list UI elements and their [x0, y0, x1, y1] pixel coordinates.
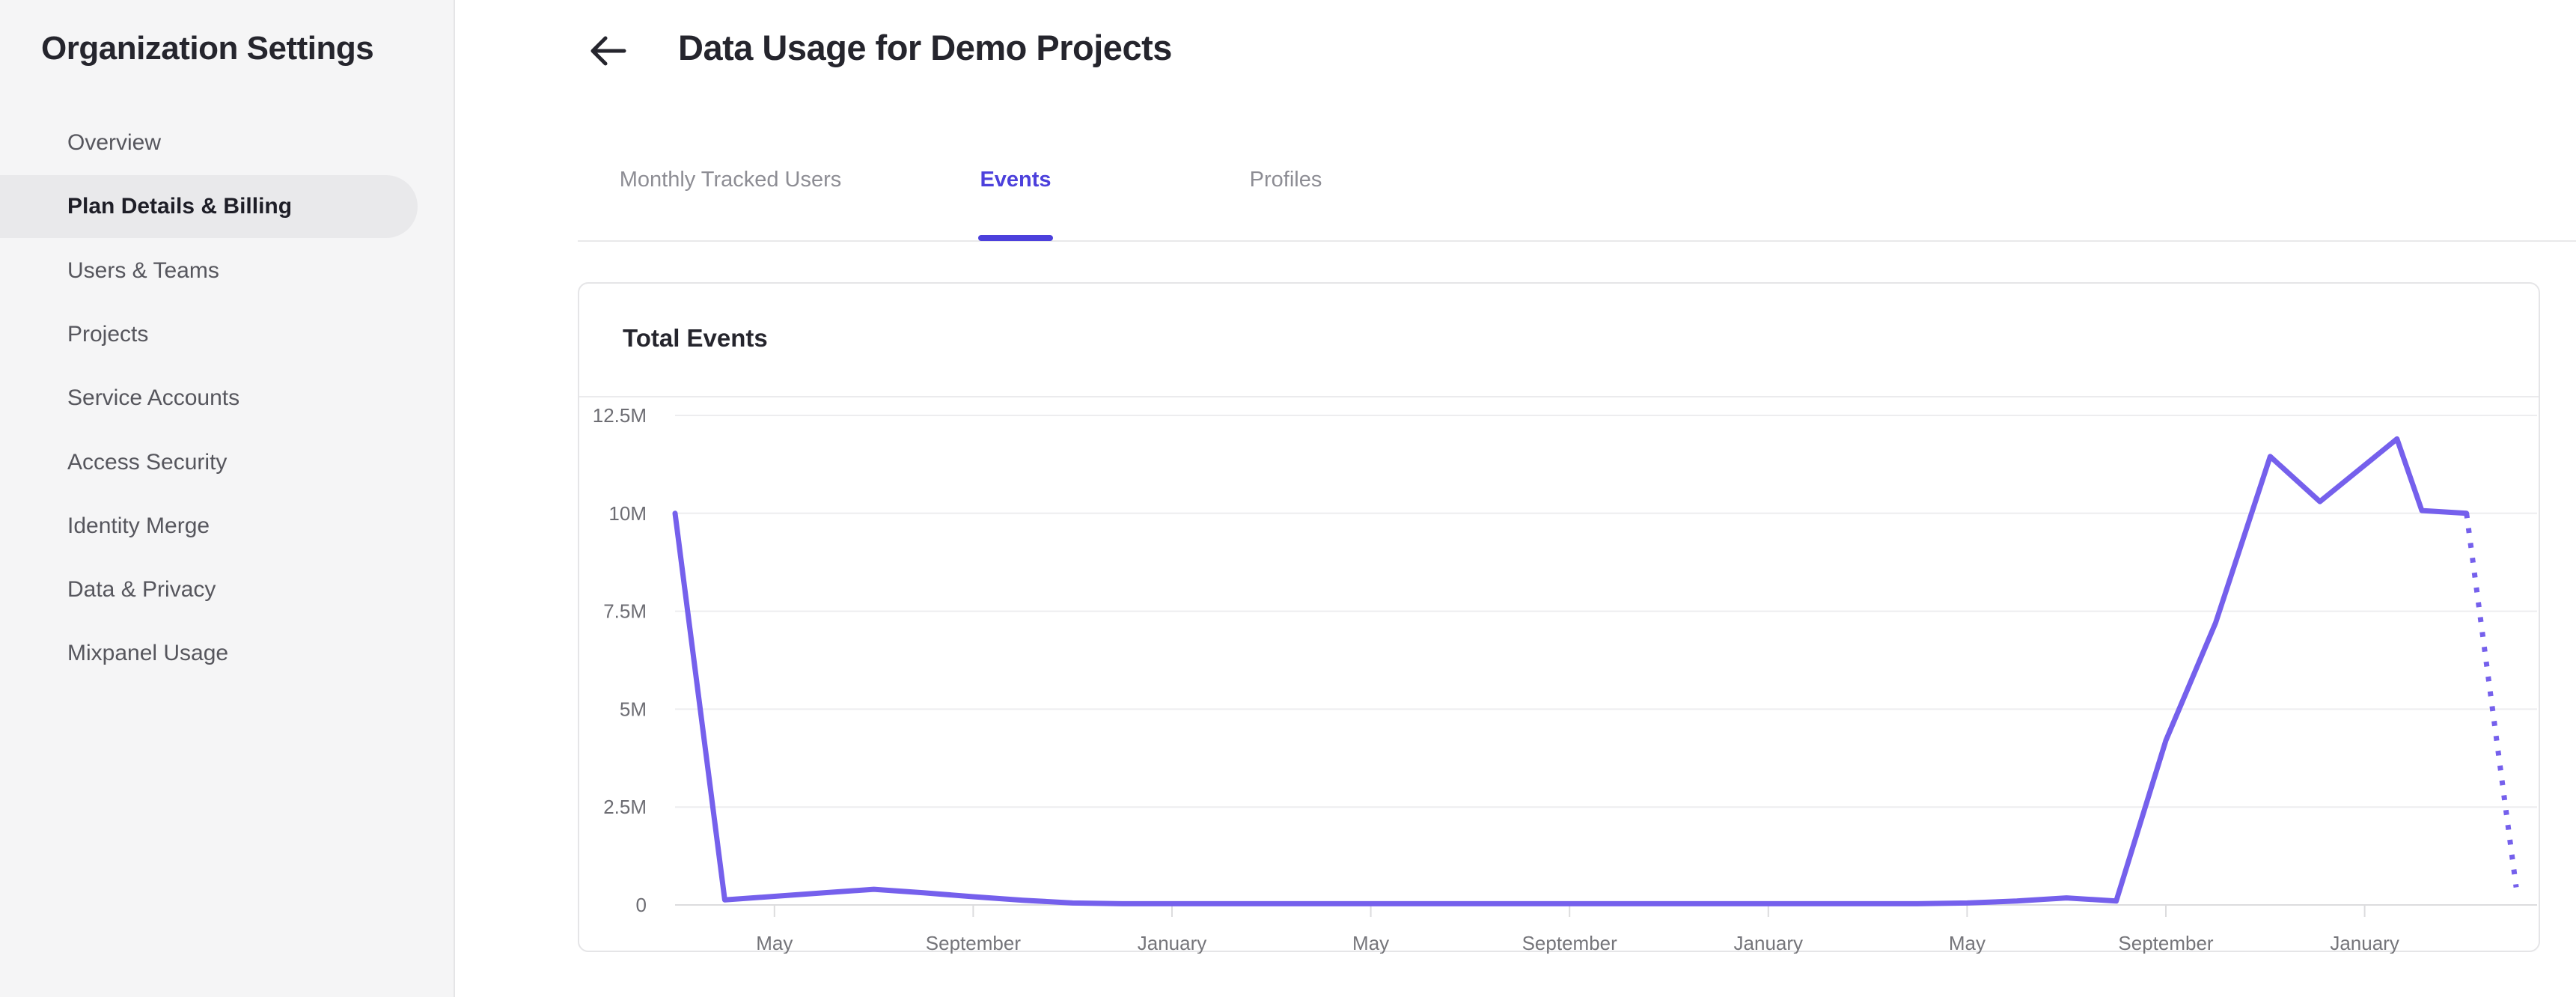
page-title: Data Usage for Demo Projects — [678, 28, 1172, 67]
x-axis-label: September — [926, 932, 1022, 954]
usage-chart-card: Total Events 12.5M 10M 7.5M 5M 2.5M 0 May Septe… — [578, 282, 2540, 954]
chart-title: Total Events — [623, 324, 768, 352]
x-axis-label: January — [2330, 932, 2399, 954]
tab-monthly-tracked-users[interactable]: Monthly Tracked Users — [619, 168, 842, 192]
x-axis-label: September — [1522, 932, 1618, 954]
main-content: Data Usage for Demo Projects Monthly Tra… — [457, 0, 2576, 997]
sidebar-item-service-accounts[interactable]: Service Accounts — [67, 385, 240, 411]
projected-events-line — [2464, 513, 2519, 888]
events-line-chart[interactable]: 12.5M 10M 7.5M 5M 2.5M 0 May September January Ma… — [579, 397, 2540, 954]
y-axis-label: 2.5M — [603, 796, 647, 818]
x-axis-label: May — [1949, 932, 1986, 954]
sidebar-item-users-teams[interactable]: Users & Teams — [67, 257, 219, 283]
sidebar-title: Organization Settings — [41, 30, 374, 67]
arrow-left-icon — [590, 36, 626, 66]
sidebar-item-identity-merge[interactable]: Identity Merge — [67, 513, 210, 538]
sidebar-item-data-privacy[interactable]: Data & Privacy — [67, 577, 216, 603]
x-axis-label: January — [1138, 932, 1207, 954]
sidebar-item-mixpanel-usage[interactable]: Mixpanel Usage — [67, 641, 229, 666]
sidebar: Organization Settings Overview Plan Detai… — [0, 0, 455, 997]
tab-profiles[interactable]: Profiles — [1249, 168, 1322, 192]
sidebar-item-access-security[interactable]: Access Security — [67, 449, 228, 475]
x-axis-label: May — [756, 932, 793, 954]
y-axis-label: 5M — [620, 698, 647, 720]
back-button[interactable] — [585, 28, 630, 73]
x-axis-label: September — [2118, 932, 2214, 954]
x-axis-label: January — [1734, 932, 1804, 954]
y-axis-label: 7.5M — [603, 600, 647, 623]
tab-events[interactable]: Events — [980, 168, 1052, 192]
y-axis-label: 12.5M — [593, 404, 647, 427]
sidebar-item-plan-details-billing[interactable]: Plan Details & Billing — [0, 175, 418, 239]
y-axis-label: 0 — [636, 894, 647, 916]
chart-card-header: Total Events — [579, 284, 2539, 397]
total-events-line — [672, 436, 2470, 906]
sidebar-item-projects[interactable]: Projects — [67, 321, 149, 347]
y-axis-label: 10M — [608, 502, 647, 525]
x-axis-label: May — [1352, 932, 1389, 954]
sidebar-item-overview[interactable]: Overview — [67, 130, 162, 155]
tab-divider — [578, 240, 2576, 242]
active-tab-underline — [978, 235, 1053, 241]
